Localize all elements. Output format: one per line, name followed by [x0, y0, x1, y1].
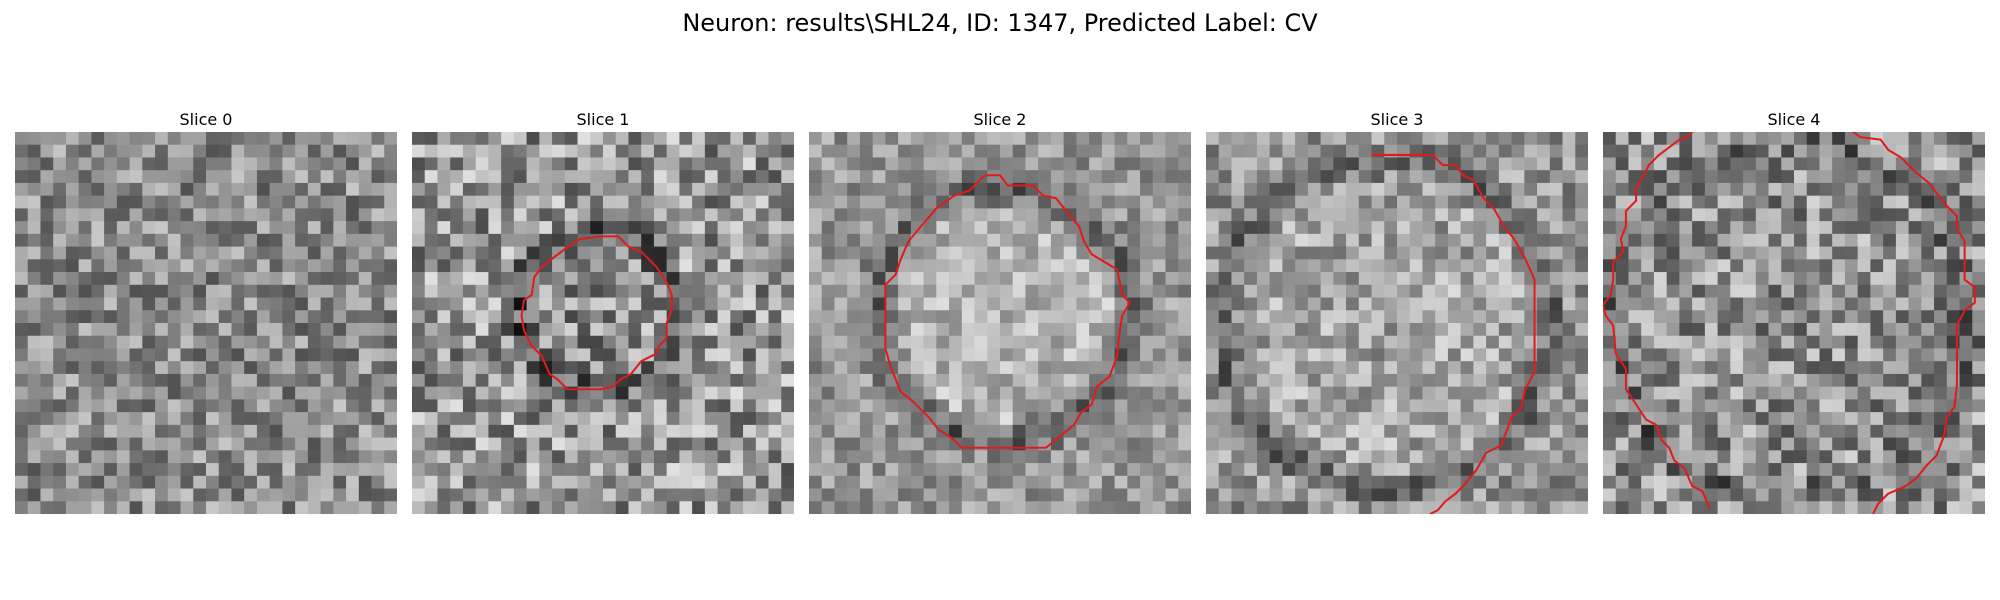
slice-2-pixel-grid — [809, 132, 1191, 514]
slice-title-3: Slice 3 — [1370, 110, 1424, 129]
slice-image-0 — [15, 132, 397, 514]
slice-3-svg — [1206, 132, 1588, 514]
slice-panel-3: Slice 3 — [1206, 108, 1588, 514]
figure-title: Neuron: results\SHL24, ID: 1347, Predict… — [682, 9, 1318, 37]
slice-0-pixel-grid — [15, 132, 397, 514]
slice-title-0: Slice 0 — [179, 110, 233, 129]
slice-image-3 — [1206, 132, 1588, 514]
slice-image-1 — [412, 132, 794, 514]
slice-2-contour — [884, 174, 1131, 449]
slice-3-contour — [1371, 153, 1536, 514]
slice-panel-1: Slice 1 — [412, 108, 794, 514]
slice-4-contour-right — [1851, 132, 1976, 514]
slice-1-svg — [412, 132, 794, 514]
slice-title-4: Slice 4 — [1767, 110, 1821, 129]
slice-0-svg — [15, 132, 397, 514]
slice-title-2: Slice 2 — [973, 110, 1027, 129]
slice-3-pixel-grid — [1206, 132, 1588, 514]
slice-4-svg — [1603, 132, 1985, 514]
slice-1-contour — [520, 235, 673, 391]
slice-1-pixel-grid — [412, 132, 794, 514]
slice-image-2 — [809, 132, 1191, 514]
slice-panel-2: Slice 2 — [809, 108, 1191, 514]
slice-4-pixel-grid — [1603, 132, 1985, 514]
slice-2-svg — [809, 132, 1191, 514]
slice-panel-4: Slice 4 — [1603, 108, 1985, 514]
slice-title-1: Slice 1 — [576, 110, 630, 129]
slice-image-4 — [1603, 132, 1985, 514]
slice-panel-0: Slice 0 — [15, 108, 397, 514]
slice-4-contour-left — [1603, 132, 1711, 510]
